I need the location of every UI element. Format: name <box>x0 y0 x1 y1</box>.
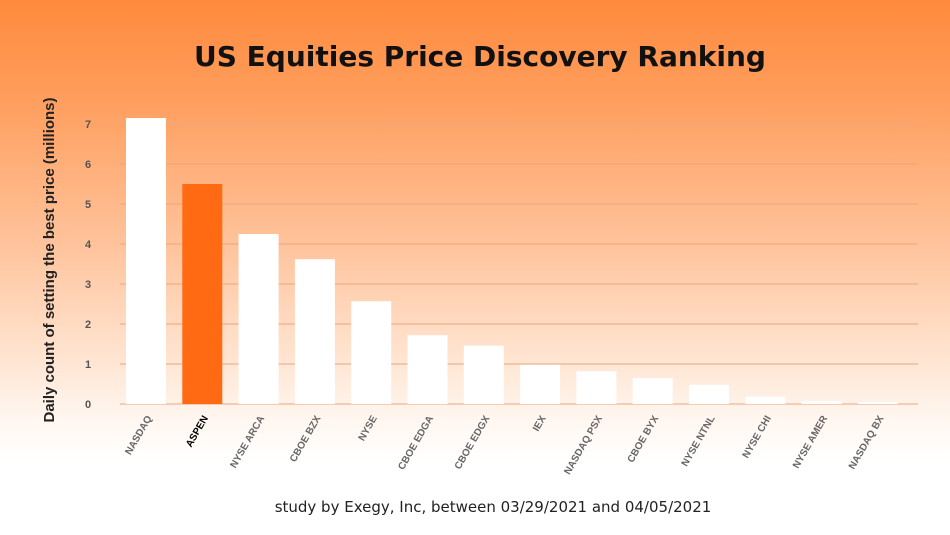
bar-cboe-edga <box>407 335 448 404</box>
bar-nyse-chi <box>745 396 786 404</box>
bar-nyse-ntnl <box>689 384 729 404</box>
y-tick-label: 4 <box>85 239 92 251</box>
y-axis-label: Daily count of setting the best price (m… <box>41 97 58 422</box>
footnote: study by Exegy, Inc, between 03/29/2021 … <box>275 498 712 516</box>
x-tick-label: NYSE AMER <box>791 413 830 470</box>
x-tick-label: ASPEN <box>184 414 211 449</box>
x-tick-label: NYSE CHI <box>741 414 774 461</box>
bar-nasdaq-bx <box>857 402 898 404</box>
y-axis-ticks: 0 1 2 3 4 5 6 7 <box>85 119 92 411</box>
bar-nyse-arca <box>238 234 279 404</box>
x-tick-label: CBOE BYX <box>626 414 662 465</box>
x-tick-label: IEX <box>531 414 549 434</box>
x-tick-label: NASDAQ <box>123 414 154 457</box>
bar-cboe-byx <box>632 378 673 404</box>
y-tick-label: 0 <box>85 399 91 411</box>
x-tick-label: NYSE NTNL <box>680 414 718 469</box>
x-tick-label: CBOE EDGX <box>453 414 493 472</box>
x-tick-label: NYSE <box>357 414 380 443</box>
x-tick-label: CBOE EDGA <box>396 414 436 472</box>
y-tick-label: 3 <box>85 279 91 291</box>
bar-aspen <box>182 184 223 404</box>
bar-nasdaq <box>126 118 166 404</box>
x-axis-ticks: NASDAQ ASPEN NYSE ARCA CBOE BZX NYSE CBOE EDG… <box>123 413 886 476</box>
bar-cboe-bzx <box>294 259 335 404</box>
y-tick-label: 1 <box>85 359 91 371</box>
bar-nyse-amer <box>801 401 842 404</box>
bar-cboe-edgx <box>463 345 504 404</box>
x-tick-label: CBOE BZX <box>288 414 324 465</box>
x-tick-label: NASDAQ BX <box>847 414 887 472</box>
bars <box>126 118 898 404</box>
x-tick-label: NASDAQ PSX <box>562 414 605 477</box>
chart-title: US Equities Price Discovery Ranking <box>194 40 766 73</box>
y-tick-label: 2 <box>85 319 91 331</box>
bar-nasdaq-psx <box>576 371 617 404</box>
bar-iex <box>520 364 561 404</box>
y-tick-label: 7 <box>85 119 91 131</box>
y-tick-label: 6 <box>85 159 91 171</box>
bar-nyse <box>351 301 392 404</box>
y-tick-label: 5 <box>85 199 91 211</box>
x-tick-label: NYSE ARCA <box>228 414 267 470</box>
